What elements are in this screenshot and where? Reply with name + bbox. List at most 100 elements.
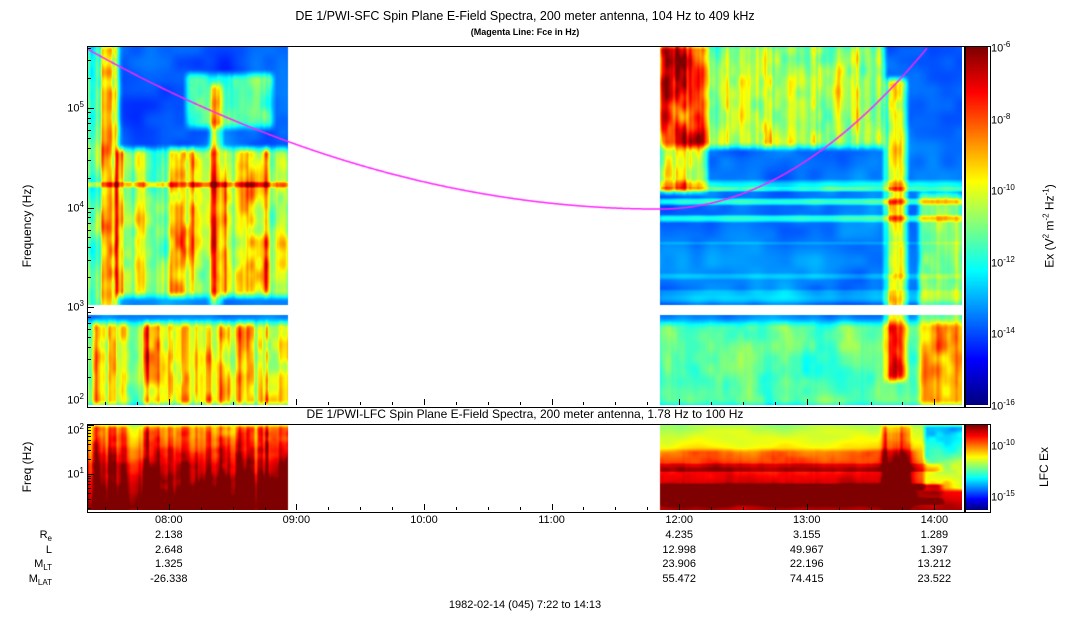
lfc-panel [87, 424, 965, 513]
sfc-ytick-minor [88, 212, 91, 213]
footer-date-range: 1982-02-14 (045) 7:22 to 14:13 [448, 599, 602, 611]
sfc-ytick-minor [88, 277, 91, 278]
lfc-colorbar-tick-label: 10-10 [991, 438, 1015, 454]
sfc-ytick-minor [88, 78, 91, 79]
time-minor-tick-sfc [137, 402, 138, 405]
time-minor-tick-lfc [360, 507, 361, 510]
time-minor-tick-lfc [583, 507, 584, 510]
time-minor-tick-sfc [647, 402, 648, 405]
time-major-tick-lfc [424, 504, 425, 510]
sfc-ytick-minor [88, 312, 91, 313]
time-major-tick-lfc [807, 504, 808, 510]
sfc-ytick-minor [88, 323, 91, 324]
ephemeris-value: 49.967 [789, 544, 824, 556]
time-major-tick-sfc [679, 399, 680, 405]
sfc-ytick-minor [88, 178, 91, 179]
sfc-subtitle: (Magenta Line: Fce in Hz) [470, 27, 580, 37]
time-major-tick-sfc [296, 399, 297, 405]
sfc-panel [87, 46, 965, 408]
time-minor-tick-sfc [488, 402, 489, 405]
sfc-ytick-minor [88, 118, 91, 119]
time-axis-label: 12:00 [665, 514, 693, 526]
sfc-ytick-minor [88, 112, 91, 113]
sfc-ytick-label: 104 [67, 199, 84, 215]
time-minor-tick-lfc [456, 507, 457, 510]
lfc-ylabel: Freq (Hz) [20, 441, 34, 493]
time-minor-tick-lfc [775, 507, 776, 510]
time-minor-tick-lfc [137, 507, 138, 510]
sfc-ytick-minor [88, 138, 91, 139]
ephemeris-value: 3.155 [792, 529, 821, 541]
sfc-ytick-label: 102 [67, 392, 84, 407]
lfc-ytick-minor [88, 433, 91, 434]
sfc-colorbar-label: Ex (V2 m-2 Hz-1) [1041, 184, 1057, 268]
time-major-tick-sfc [552, 399, 553, 405]
time-major-tick-sfc [424, 399, 425, 405]
time-axis-label: 09:00 [282, 514, 311, 526]
lfc-ytick-minor [88, 478, 91, 479]
time-minor-tick-sfc [902, 402, 903, 405]
time-minor-tick-lfc [711, 507, 712, 510]
ephemeris-value: 2.138 [155, 529, 183, 541]
time-major-tick-sfc [934, 399, 935, 405]
time-minor-tick-sfc [233, 402, 234, 405]
ephemeris-value: 55.472 [662, 573, 696, 585]
sfc-ytick-minor [88, 377, 91, 378]
time-minor-tick-lfc [743, 507, 744, 510]
time-major-tick-lfc [934, 504, 935, 510]
lfc-colorbar-canvas [966, 425, 988, 510]
time-minor-tick-lfc [233, 507, 234, 510]
sfc-ytick-minor [88, 130, 91, 131]
lfc-ytick-minor [88, 481, 91, 482]
ephemeris-row-label: MLAT [28, 573, 52, 588]
sfc-ytick-mark [88, 307, 94, 308]
sfc-ytick-minor [88, 247, 91, 248]
ephemeris-value: 1.397 [920, 544, 949, 556]
lfc-ytick-minor [88, 488, 91, 489]
sfc-ytick-minor [88, 48, 91, 49]
lfc-spectrogram-canvas [88, 425, 962, 510]
sfc-ylabel: Frequency (Hz) [20, 184, 34, 268]
sfc-ytick-minor [88, 148, 91, 149]
time-minor-tick-lfc [265, 507, 266, 510]
sfc-ytick-label: 103 [67, 299, 84, 314]
sfc-ytick-minor [88, 60, 91, 61]
time-minor-tick-sfc [392, 402, 393, 405]
sfc-title: DE 1/PWI-SFC Spin Plane E-Field Spectra,… [295, 9, 755, 23]
time-minor-tick-lfc [902, 507, 903, 510]
time-minor-tick-sfc [711, 402, 712, 405]
time-major-tick-lfc [679, 504, 680, 510]
time-minor-tick-sfc [583, 402, 584, 405]
lfc-ytick-minor [88, 440, 91, 441]
lfc-ytick-minor [88, 508, 91, 509]
time-minor-tick-sfc [360, 402, 361, 405]
lfc-ytick-minor [88, 499, 91, 500]
sfc-ytick-minor [88, 237, 91, 238]
ephemeris-value: 74.415 [789, 573, 824, 585]
ephemeris-value: 23.906 [662, 558, 696, 570]
time-minor-tick-lfc [328, 507, 329, 510]
time-minor-tick-sfc [615, 402, 616, 405]
sfc-colorbar-canvas [966, 47, 988, 405]
sfc-ytick-minor [88, 223, 91, 224]
time-minor-tick-sfc [871, 402, 872, 405]
sfc-ytick-minor [88, 217, 91, 218]
sfc-colorbar-panel [965, 46, 991, 408]
sfc-ytick-minor [88, 317, 91, 318]
sfc-ytick-mark [88, 208, 94, 209]
sfc-colorbar-tick-label: 10-12 [991, 254, 1015, 270]
sfc-ytick-minor [88, 123, 91, 124]
sfc-colorbar-tick-label: 10-14 [991, 326, 1015, 342]
ephemeris-row-label: MLT [34, 558, 52, 573]
time-axis-label: 14:00 [920, 514, 949, 526]
sfc-ytick-label: 105 [67, 99, 84, 115]
time-minor-tick-lfc [839, 507, 840, 510]
time-minor-tick-lfc [871, 507, 872, 510]
time-minor-tick-sfc [743, 402, 744, 405]
lfc-ytick-minor [88, 493, 91, 494]
sfc-ytick-minor [88, 347, 91, 348]
sfc-ytick-minor [88, 160, 91, 161]
time-minor-tick-sfc [328, 402, 329, 405]
time-axis-label: 08:00 [155, 514, 183, 526]
ephemeris-value: 22.196 [789, 558, 824, 570]
